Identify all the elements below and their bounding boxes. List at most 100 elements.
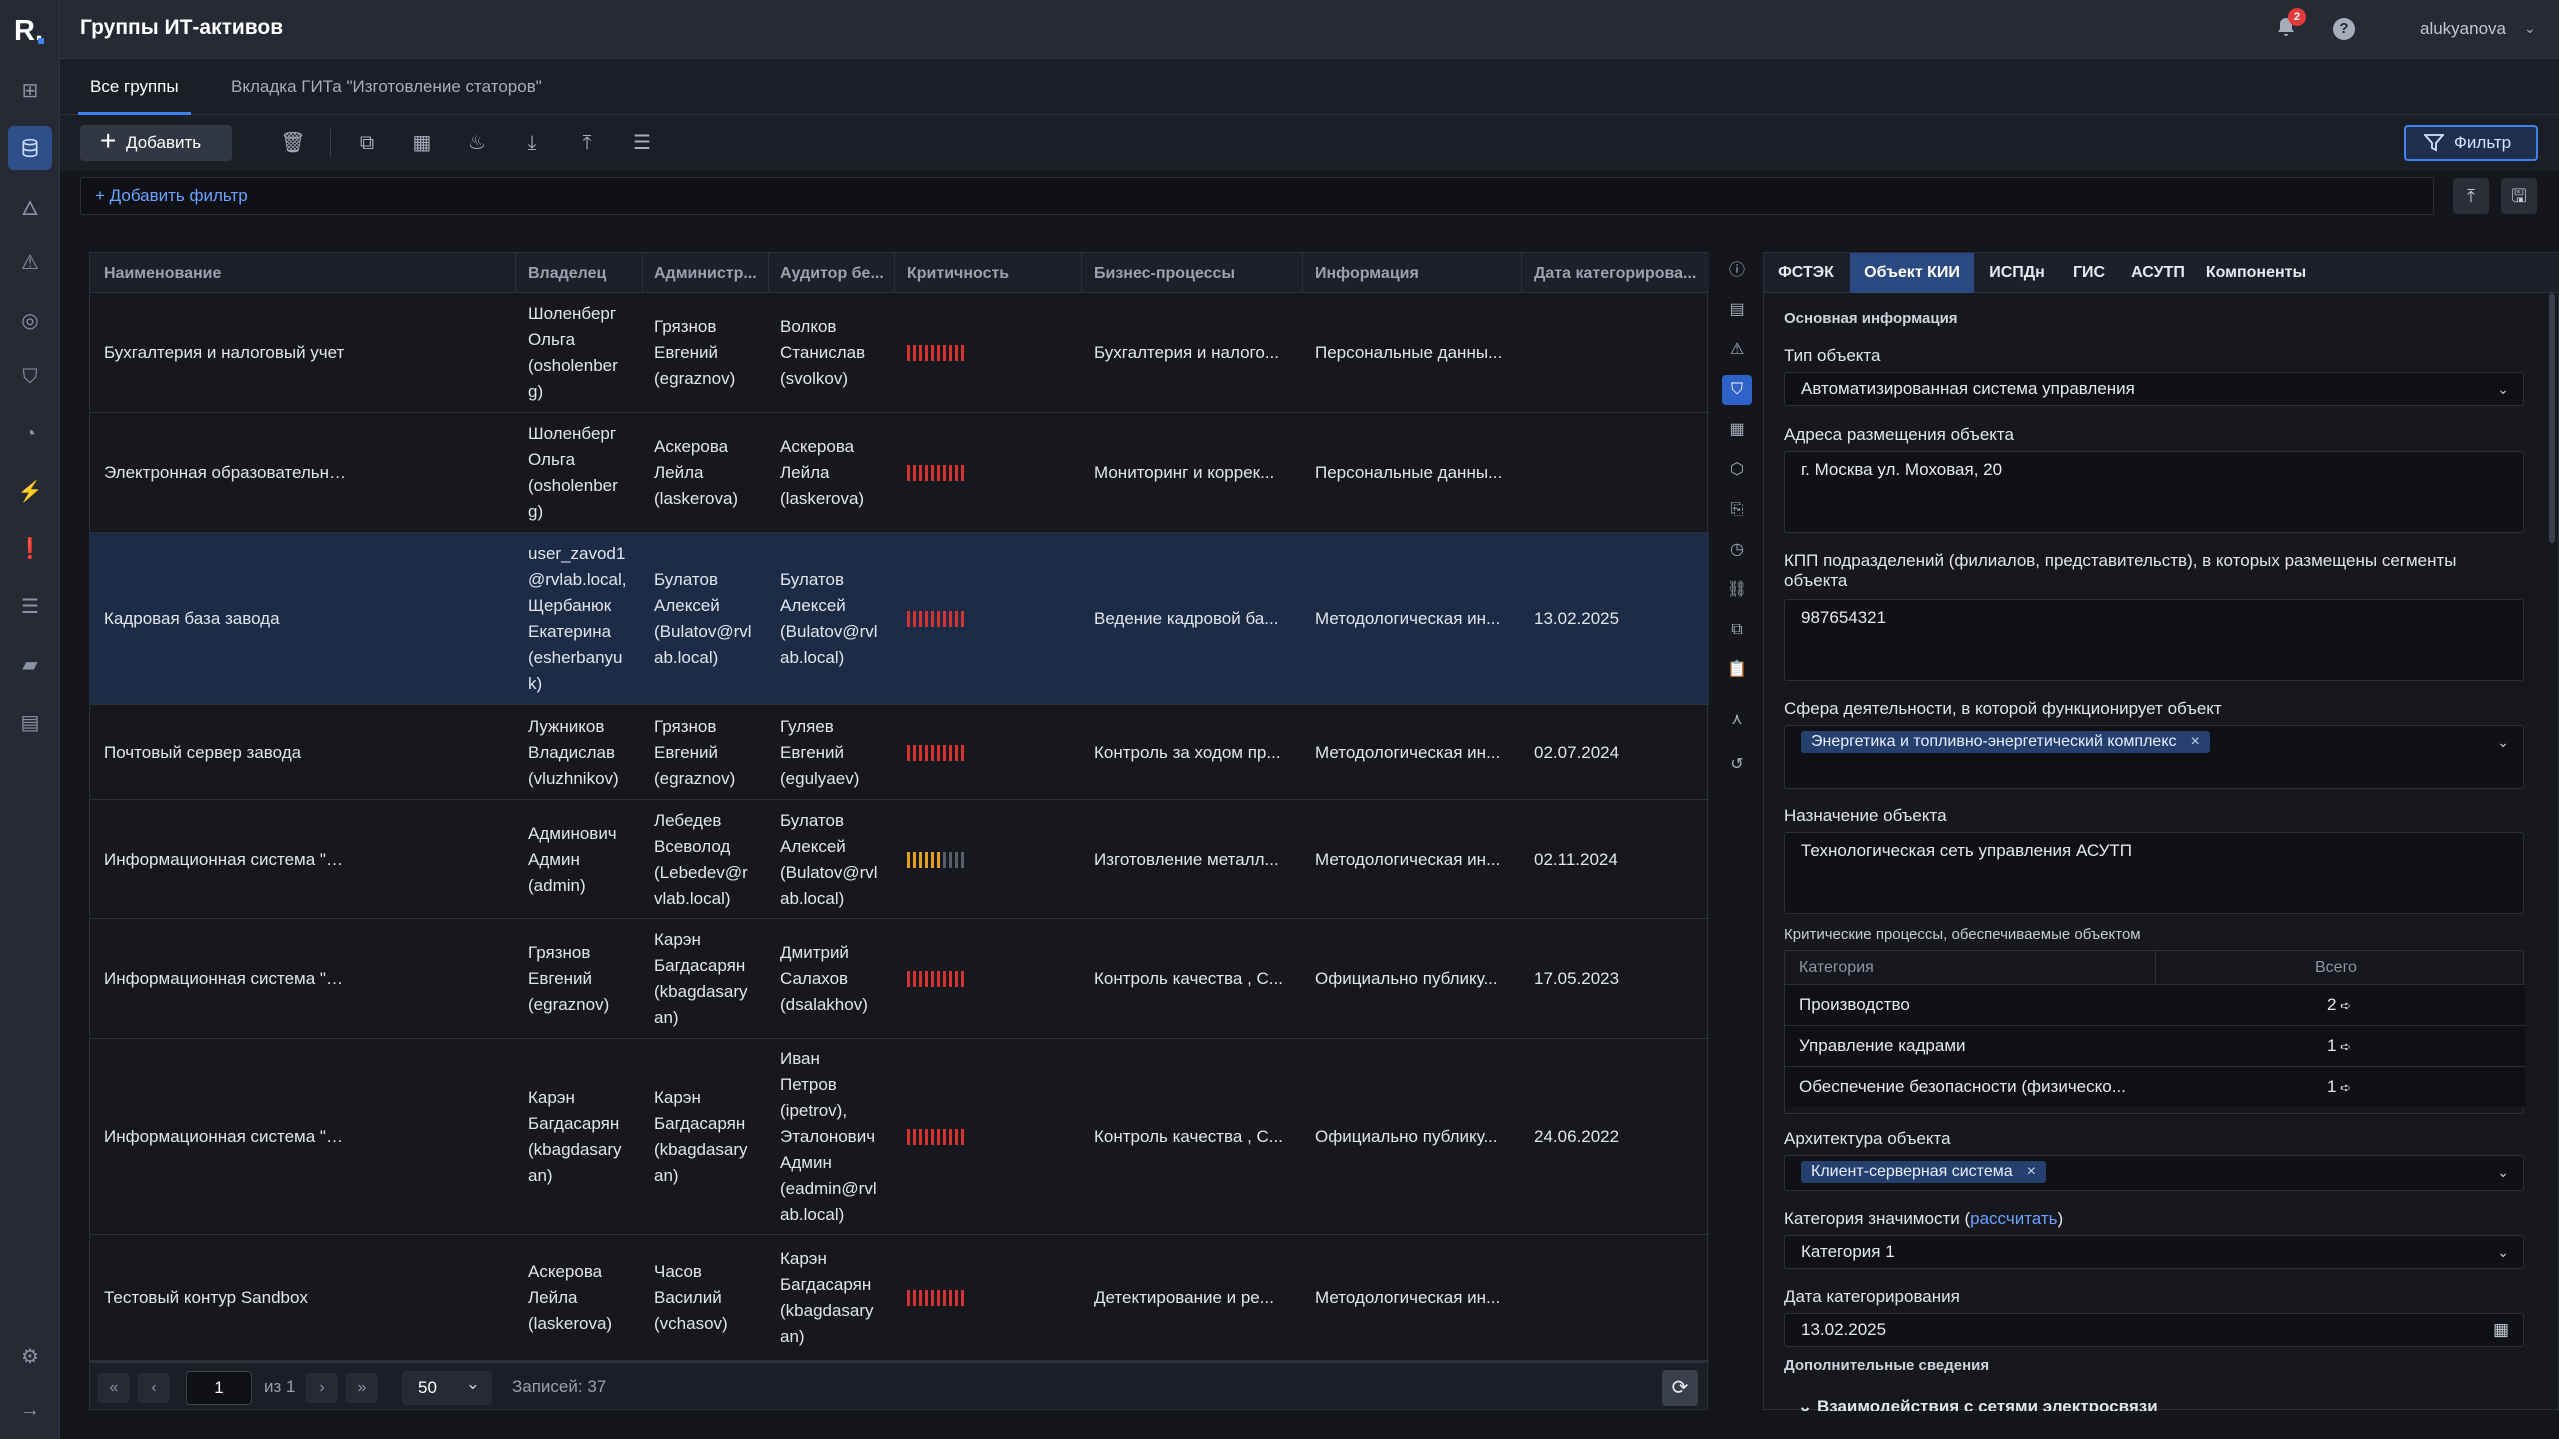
save-filter-icon[interactable]: 🖫 [2501, 178, 2537, 214]
calculate-link[interactable]: рассчитать [1970, 1209, 2058, 1228]
table-row[interactable]: Электронная образовательная система Шолен… [90, 413, 1709, 533]
process-count[interactable]: 1 ➪ [2327, 1036, 2351, 1056]
cube-icon[interactable]: ⬡ [1730, 461, 1744, 478]
delete-icon[interactable]: 🗑 [280, 132, 306, 154]
open-link-icon[interactable]: ➪ [2336, 1039, 2351, 1054]
address-field[interactable]: г. Москва ул. Моховая, 20 [1784, 451, 2524, 533]
process-row[interactable]: Производство 2 ➪ [1785, 984, 2525, 1025]
document-icon[interactable]: ▤ [20, 711, 40, 734]
expand-arrow-icon[interactable]: → [20, 1398, 40, 1421]
process-count[interactable]: 2 ➪ [2327, 995, 2351, 1015]
tab-stators-group[interactable]: Вкладка ГИТа "Изготовление статоров" [231, 77, 542, 96]
col-auditor[interactable]: Аудитор бе... [780, 265, 884, 282]
apps-grid-icon[interactable]: ⊞ [21, 79, 39, 102]
col-admin[interactable]: Администр... [654, 265, 757, 282]
panel-scrollbar[interactable] [2549, 293, 2555, 543]
col-category-date[interactable]: Дата категорирова... [1534, 265, 1697, 282]
tab-kii-object[interactable]: Объект КИИ [1850, 253, 1974, 293]
table-row[interactable]: Почтовый сервер завода Лужников Владислав… [90, 705, 1709, 800]
next-page-icon[interactable]: › [306, 1373, 338, 1403]
col-name[interactable]: Наименование [104, 265, 222, 282]
col-criticality[interactable]: Критичность [907, 265, 1010, 282]
page-input[interactable]: 1 [186, 1371, 252, 1405]
col-owner[interactable]: Владелец [528, 265, 607, 282]
database-icon[interactable] [8, 126, 52, 170]
chevron-down-icon: ⌄ [2497, 381, 2509, 397]
chip-remove-icon[interactable]: × [2026, 1163, 2036, 1180]
flame-icon[interactable]: 🜂 [21, 197, 39, 220]
tab-asutp[interactable]: АСУТП [2131, 264, 2185, 281]
tab-gis[interactable]: ГИС [2072, 264, 2106, 281]
help-icon[interactable]: ? [2333, 18, 2355, 40]
clock-icon[interactable]: ◷ [1730, 541, 1744, 558]
tab-all-groups[interactable]: Все группы [78, 77, 191, 115]
paperclip-icon[interactable]: ⎘ [1730, 501, 1744, 518]
cell-admin: Карэн Багдасарян (kbagdasary an) [654, 1088, 748, 1185]
table-row[interactable]: Информационная система "Изготовление ста… [90, 919, 1709, 1039]
tab-components[interactable]: Компоненты [2205, 264, 2307, 281]
prev-page-icon[interactable]: ‹ [138, 1373, 170, 1403]
process-count[interactable]: 1 ➪ [2327, 1077, 2351, 1097]
lightning-icon[interactable]: ⚡ [17, 480, 43, 503]
open-link-icon[interactable]: ➪ [2336, 1080, 2351, 1095]
app-logo[interactable]: R. [14, 16, 46, 46]
table-icon[interactable]: ▦ [412, 132, 432, 154]
col-business-processes[interactable]: Бизнес-процессы [1094, 265, 1236, 282]
chevron-down-icon[interactable]: ⌄ [2524, 20, 2536, 36]
significance-category-select[interactable]: Категория 1 ⌄ [1784, 1235, 2524, 1269]
copy-icon[interactable]: ⧉ [359, 132, 375, 154]
last-page-icon[interactable]: » [346, 1373, 378, 1403]
shield-icon[interactable]: ⛉ [22, 365, 38, 388]
sphere-select[interactable]: Энергетика и топливно-энергетический ком… [1784, 725, 2524, 789]
purpose-field[interactable]: Технологическая сеть управления АСУТП [1784, 832, 2524, 914]
process-row[interactable]: Управление кадрами 1 ➪ [1785, 1025, 2525, 1066]
architecture-select[interactable]: Клиент-серверная система × ⌄ [1784, 1155, 2524, 1191]
page-size-select[interactable]: 50 [402, 1367, 492, 1405]
kpp-field[interactable]: 987654321 [1784, 599, 2524, 681]
table-row[interactable]: Тестовый контур Sandbox Аскерова Лейла (l… [90, 1235, 1709, 1361]
info-icon[interactable]: ⓘ [1728, 262, 1745, 279]
shield-icon[interactable]: ⛉ [1722, 375, 1752, 405]
history-icon[interactable]: ↺ [1730, 756, 1744, 773]
chip-remove-icon[interactable]: × [2190, 733, 2200, 750]
clipboard-icon[interactable]: 📋 [1727, 661, 1747, 678]
first-page-icon[interactable]: « [98, 1373, 130, 1403]
pie-chart-icon[interactable]: ◔ [23, 422, 37, 445]
list-icon[interactable]: ☰ [633, 132, 651, 154]
export-filter-icon[interactable]: ⤒ [2453, 178, 2489, 214]
calendar-icon[interactable]: ▦ [2492, 1320, 2509, 1339]
add-button[interactable]: Добавить [80, 123, 232, 161]
warning-icon[interactable]: ⚠ [1729, 341, 1745, 358]
folder-icon[interactable]: ▰ [22, 653, 38, 676]
add-filter-link[interactable]: + Добавить фильтр [95, 186, 248, 205]
table-row[interactable]: Информационная система "Изготовление рот… [90, 1039, 1709, 1235]
refresh-icon[interactable]: ⟳ [1662, 1370, 1698, 1406]
category-date-field[interactable]: 13.02.2025 ▦ [1784, 1313, 2524, 1347]
tab-ispdn[interactable]: ИСПДн [1989, 264, 2045, 281]
hierarchy-icon[interactable]: ⋏ [1731, 711, 1743, 728]
copy-icon[interactable]: ⧉ [1731, 621, 1743, 638]
warning-icon[interactable]: ⚠ [21, 251, 39, 274]
radar-icon[interactable]: ◎ [21, 309, 39, 332]
alert-circle-icon[interactable]: ❗ [17, 537, 43, 560]
user-menu[interactable]: alukyanova [2420, 19, 2507, 38]
table-icon[interactable]: ▦ [1729, 421, 1745, 438]
table-row[interactable]: Информационная система "Металлические ко… [90, 800, 1709, 919]
link-icon[interactable]: ⛓ [1726, 581, 1748, 598]
open-link-icon[interactable]: ➪ [2336, 998, 2351, 1013]
table-row[interactable]: Бухгалтерия и налоговый учет Шоленберг Ол… [90, 293, 1709, 413]
filter-button[interactable]: Фильтр [2404, 125, 2538, 161]
server-icon[interactable]: ▤ [1729, 301, 1745, 318]
settings-gear-icon[interactable]: ⚙ [21, 1345, 39, 1368]
col-information[interactable]: Информация [1315, 265, 1419, 282]
flame-icon[interactable]: ♨ [468, 132, 486, 154]
upload-icon[interactable]: ⤒ [582, 132, 592, 154]
table-row[interactable]: Кадровая база завода user_zavod1 @rvlab.l… [90, 533, 1709, 705]
object-type-select[interactable]: Автоматизированная система управления ⌄ [1784, 372, 2524, 406]
download-icon[interactable]: ⤓ [527, 132, 537, 154]
cell-admin: Грязнов Евгений (egraznov) [654, 317, 736, 388]
list-icon[interactable]: ☰ [21, 595, 39, 618]
process-row[interactable]: Обеспечение безопасности (физическо... 1 … [1785, 1066, 2525, 1107]
tab-fstek[interactable]: ФСТЭК [1778, 264, 1834, 281]
extra-accordion-item[interactable]: ⌄ Взаимодействия с сетями электросвязи [1798, 1397, 2158, 1411]
